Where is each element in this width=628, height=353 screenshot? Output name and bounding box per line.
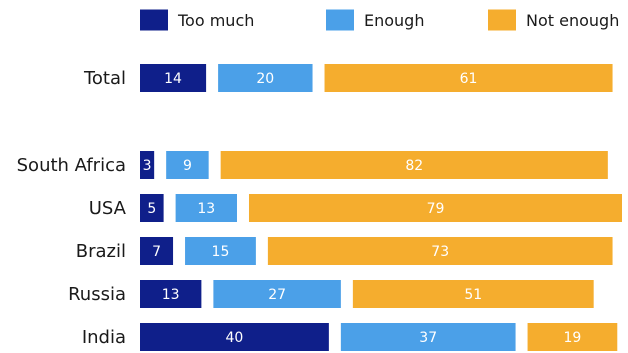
value-label-total-too-much: 14 <box>164 71 182 87</box>
value-label-brazil-too-much: 7 <box>152 244 161 260</box>
category-label-brazil: Brazil <box>76 241 126 262</box>
bar-south-africa-enough <box>166 151 209 179</box>
value-label-india-too-much: 40 <box>226 330 244 346</box>
bar-total-enough <box>218 64 313 92</box>
category-label-russia: Russia <box>68 284 126 305</box>
bar-india-not-enough <box>527 323 618 351</box>
bar-usa-enough <box>175 194 237 222</box>
legend-label-enough: Enough <box>364 11 424 30</box>
value-label-total-not-enough: 61 <box>460 71 478 87</box>
category-label-usa: USA <box>89 198 127 219</box>
bar-brazil-too-much <box>140 237 174 265</box>
value-label-usa-not-enough: 79 <box>427 201 445 217</box>
legend-swatch-enough <box>326 9 354 31</box>
value-label-south-africa-not-enough: 82 <box>405 158 423 174</box>
bar-south-africa-too-much <box>140 151 155 179</box>
category-label-south-africa: South Africa <box>17 155 126 176</box>
value-label-brazil-not-enough: 73 <box>431 244 449 260</box>
value-label-russia-not-enough: 51 <box>464 287 482 303</box>
bar-total-too-much <box>140 64 207 92</box>
value-label-south-africa-too-much: 3 <box>143 158 152 174</box>
bar-russia-not-enough <box>352 280 594 308</box>
bar-total-not-enough <box>324 64 613 92</box>
bar-russia-too-much <box>140 280 202 308</box>
legend: Too much Enough Not enough <box>140 9 619 31</box>
legend-label-too-much: Too much <box>177 11 254 30</box>
bar-russia-enough <box>213 280 341 308</box>
bar-usa-not-enough <box>248 194 622 222</box>
value-label-south-africa-enough: 9 <box>183 158 192 174</box>
bar-india-enough <box>340 323 516 351</box>
value-label-total-enough: 20 <box>256 71 274 87</box>
bar-south-africa-not-enough <box>220 151 608 179</box>
bar-usa-too-much <box>140 194 164 222</box>
category-labels: Total South Africa USA Brazil Russia India <box>17 68 127 348</box>
value-label-russia-enough: 27 <box>268 287 286 303</box>
category-label-india: India <box>82 327 126 348</box>
legend-swatch-not-enough <box>488 9 516 31</box>
value-label-india-not-enough: 19 <box>564 330 582 346</box>
category-label-total: Total <box>83 68 126 89</box>
value-label-brazil-enough: 15 <box>212 244 230 260</box>
bar-india-too-much <box>140 323 329 351</box>
bars: 14 20 61 3 9 82 5 13 79 7 15 73 13 27 51 40 37 19 <box>140 64 622 351</box>
bar-brazil-not-enough <box>267 237 613 265</box>
value-label-russia-too-much: 13 <box>162 287 180 303</box>
value-label-usa-too-much: 5 <box>147 201 156 217</box>
value-label-india-enough: 37 <box>419 330 437 346</box>
legend-label-not-enough: Not enough <box>526 11 619 30</box>
legend-swatch-too-much <box>140 9 168 31</box>
value-label-usa-enough: 13 <box>197 201 215 217</box>
bar-brazil-enough <box>185 237 256 265</box>
